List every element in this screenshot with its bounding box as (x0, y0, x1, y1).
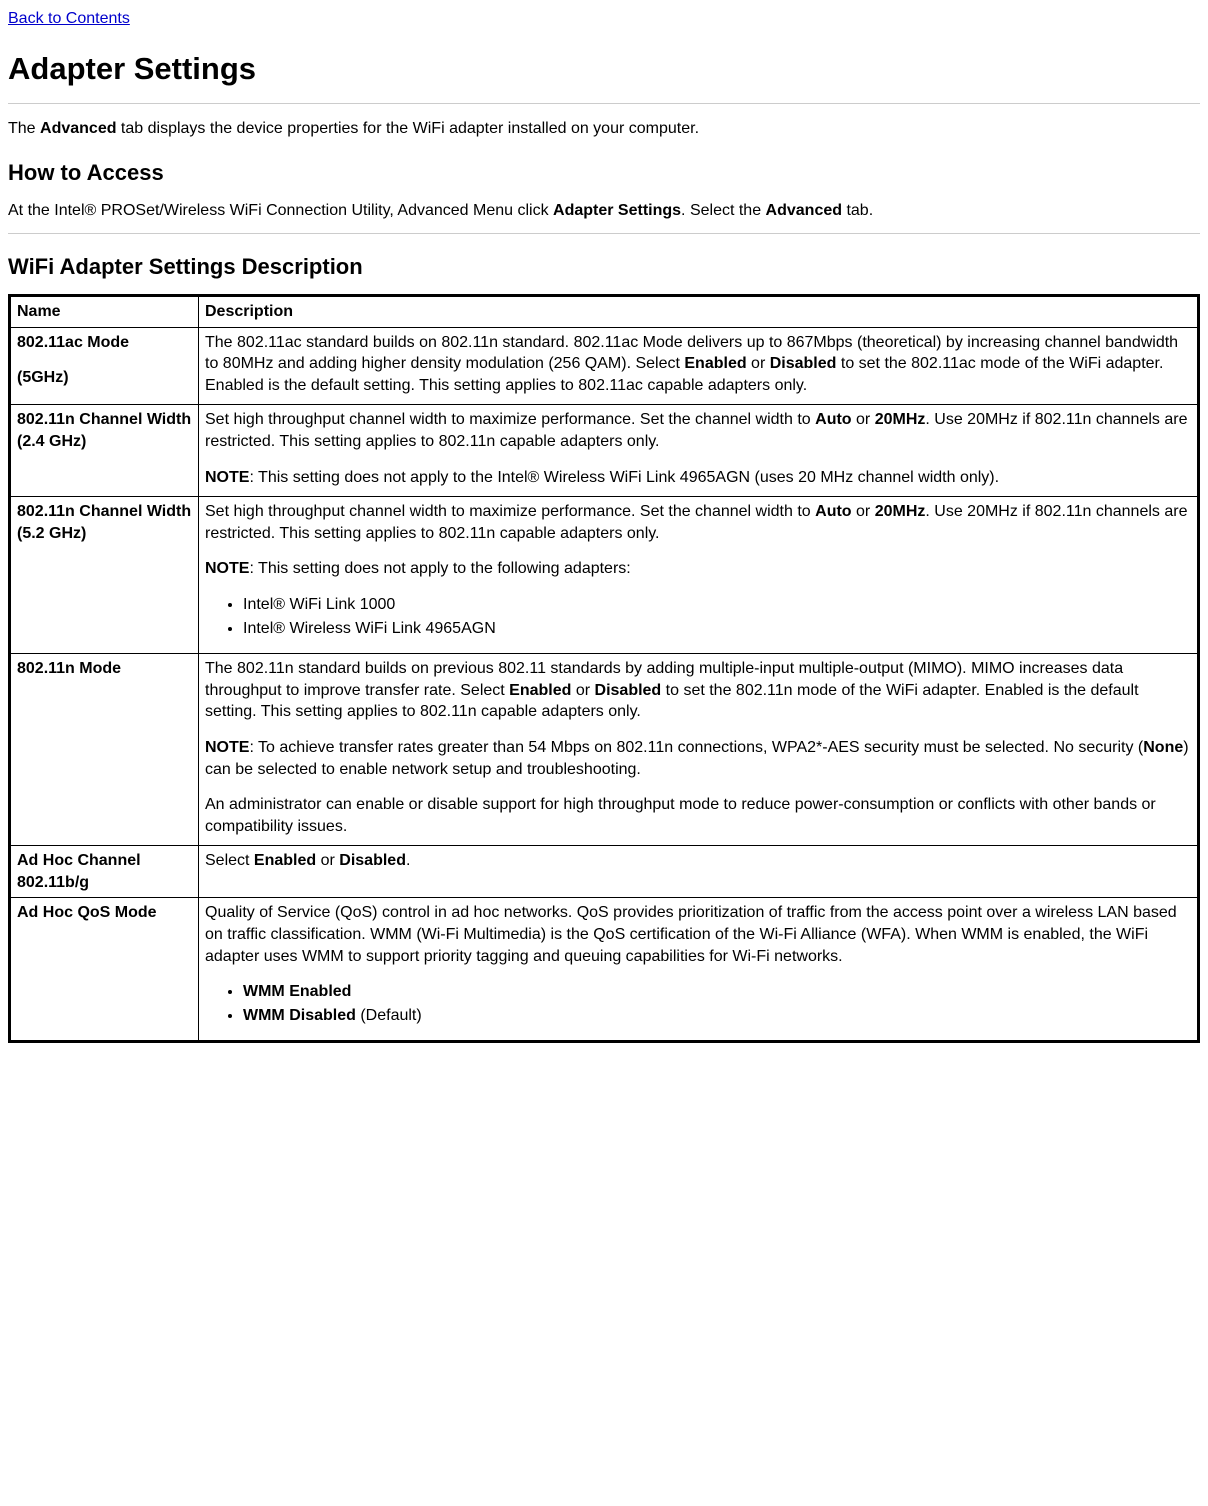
hta-c: tab. (842, 202, 873, 219)
text: : To achieve transfer rates greater than… (249, 739, 1143, 756)
note-text: : This setting does not apply to the Int… (249, 469, 999, 486)
col-name: Name (10, 296, 199, 328)
table-row: 802.11n Channel Width (2.4 GHz) Set high… (10, 405, 1199, 497)
list-item: WMM Disabled (Default) (243, 1005, 1191, 1027)
list-item: Intel® Wireless WiFi Link 4965AGN (243, 618, 1191, 640)
page-title: Adapter Settings (8, 48, 1200, 90)
setting-description: Set high throughput channel width to max… (199, 497, 1199, 654)
text: (Default) (356, 1007, 422, 1024)
table-header-row: Name Description (10, 296, 1199, 328)
setting-name: 802.11n Channel Width (5.2 GHz) (10, 497, 199, 654)
intro-bold: Advanced (40, 120, 116, 137)
table-row: 802.11ac Mode (5GHz) The 802.11ac standa… (10, 327, 1199, 405)
how-to-access-text: At the Intel® PROSet/Wireless WiFi Conne… (8, 200, 1200, 222)
hta-b1: Adapter Settings (553, 202, 681, 219)
intro-post: tab displays the device properties for t… (116, 120, 699, 137)
table-heading: WiFi Adapter Settings Description (8, 252, 1200, 282)
text-bold: WMM Disabled (243, 1007, 356, 1024)
divider (8, 233, 1200, 234)
text: An administrator can enable or disable s… (205, 794, 1191, 837)
text-bold: Disabled (770, 355, 837, 372)
note-label: NOTE (205, 469, 249, 486)
table-row: Ad Hoc Channel 802.11b/g Select Enabled … (10, 846, 1199, 898)
text: or (852, 503, 875, 520)
text-bold: Auto (815, 411, 851, 428)
hta-b2: Advanced (766, 202, 842, 219)
text: or (747, 355, 770, 372)
setting-description: Quality of Service (QoS) control in ad h… (199, 898, 1199, 1042)
text-bold: Enabled (684, 355, 746, 372)
setting-name: Ad Hoc QoS Mode (10, 898, 199, 1042)
intro-pre: The (8, 120, 40, 137)
text: or (571, 682, 594, 699)
setting-description: The 802.11n standard builds on previous … (199, 654, 1199, 846)
setting-name: Ad Hoc Channel 802.11b/g (10, 846, 199, 898)
how-to-access-heading: How to Access (8, 158, 1200, 188)
setting-description: Select Enabled or Disabled. (199, 846, 1199, 898)
hta-a: At the Intel® PROSet/Wireless WiFi Conne… (8, 202, 553, 219)
text-bold: 20MHz (875, 503, 926, 520)
text: . (406, 852, 410, 869)
setting-description: The 802.11ac standard builds on 802.11n … (199, 327, 1199, 405)
table-row: 802.11n Mode The 802.11n standard builds… (10, 654, 1199, 846)
text-bold: 20MHz (875, 411, 926, 428)
text: or (852, 411, 875, 428)
text: Set high throughput channel width to max… (205, 503, 815, 520)
settings-table: Name Description 802.11ac Mode (5GHz) Th… (8, 294, 1200, 1043)
text-bold: Enabled (254, 852, 316, 869)
table-row: 802.11n Channel Width (5.2 GHz) Set high… (10, 497, 1199, 654)
list-item: Intel® WiFi Link 1000 (243, 594, 1191, 616)
adapter-list: Intel® WiFi Link 1000 Intel® Wireless Wi… (205, 594, 1191, 639)
setting-name: 802.11n Channel Width (2.4 GHz) (10, 405, 199, 497)
hta-b: . Select the (681, 202, 766, 219)
name-line2: (5GHz) (17, 367, 192, 389)
text-bold: Disabled (339, 852, 406, 869)
setting-name: 802.11n Mode (10, 654, 199, 846)
note-label: NOTE (205, 739, 249, 756)
divider (8, 103, 1200, 104)
text-bold: Auto (815, 503, 851, 520)
table-row: Ad Hoc QoS Mode Quality of Service (QoS)… (10, 898, 1199, 1042)
note-label: NOTE (205, 560, 249, 577)
col-description: Description (199, 296, 1199, 328)
text-bold: None (1143, 739, 1183, 756)
text: Select (205, 852, 254, 869)
setting-description: Set high throughput channel width to max… (199, 405, 1199, 497)
text: or (316, 852, 339, 869)
text-bold: Enabled (509, 682, 571, 699)
text-bold: WMM Enabled (243, 983, 351, 1000)
name-line1: 802.11ac Mode (17, 332, 192, 354)
back-to-contents-link[interactable]: Back to Contents (8, 10, 130, 27)
intro-paragraph: The Advanced tab displays the device pro… (8, 118, 1200, 140)
text: Set high throughput channel width to max… (205, 411, 815, 428)
setting-name: 802.11ac Mode (5GHz) (10, 327, 199, 405)
wmm-list: WMM Enabled WMM Disabled (Default) (205, 981, 1191, 1026)
text-bold: Disabled (595, 682, 662, 699)
text: Quality of Service (QoS) control in ad h… (205, 902, 1191, 967)
note-text: : This setting does not apply to the fol… (249, 560, 630, 577)
list-item: WMM Enabled (243, 981, 1191, 1003)
